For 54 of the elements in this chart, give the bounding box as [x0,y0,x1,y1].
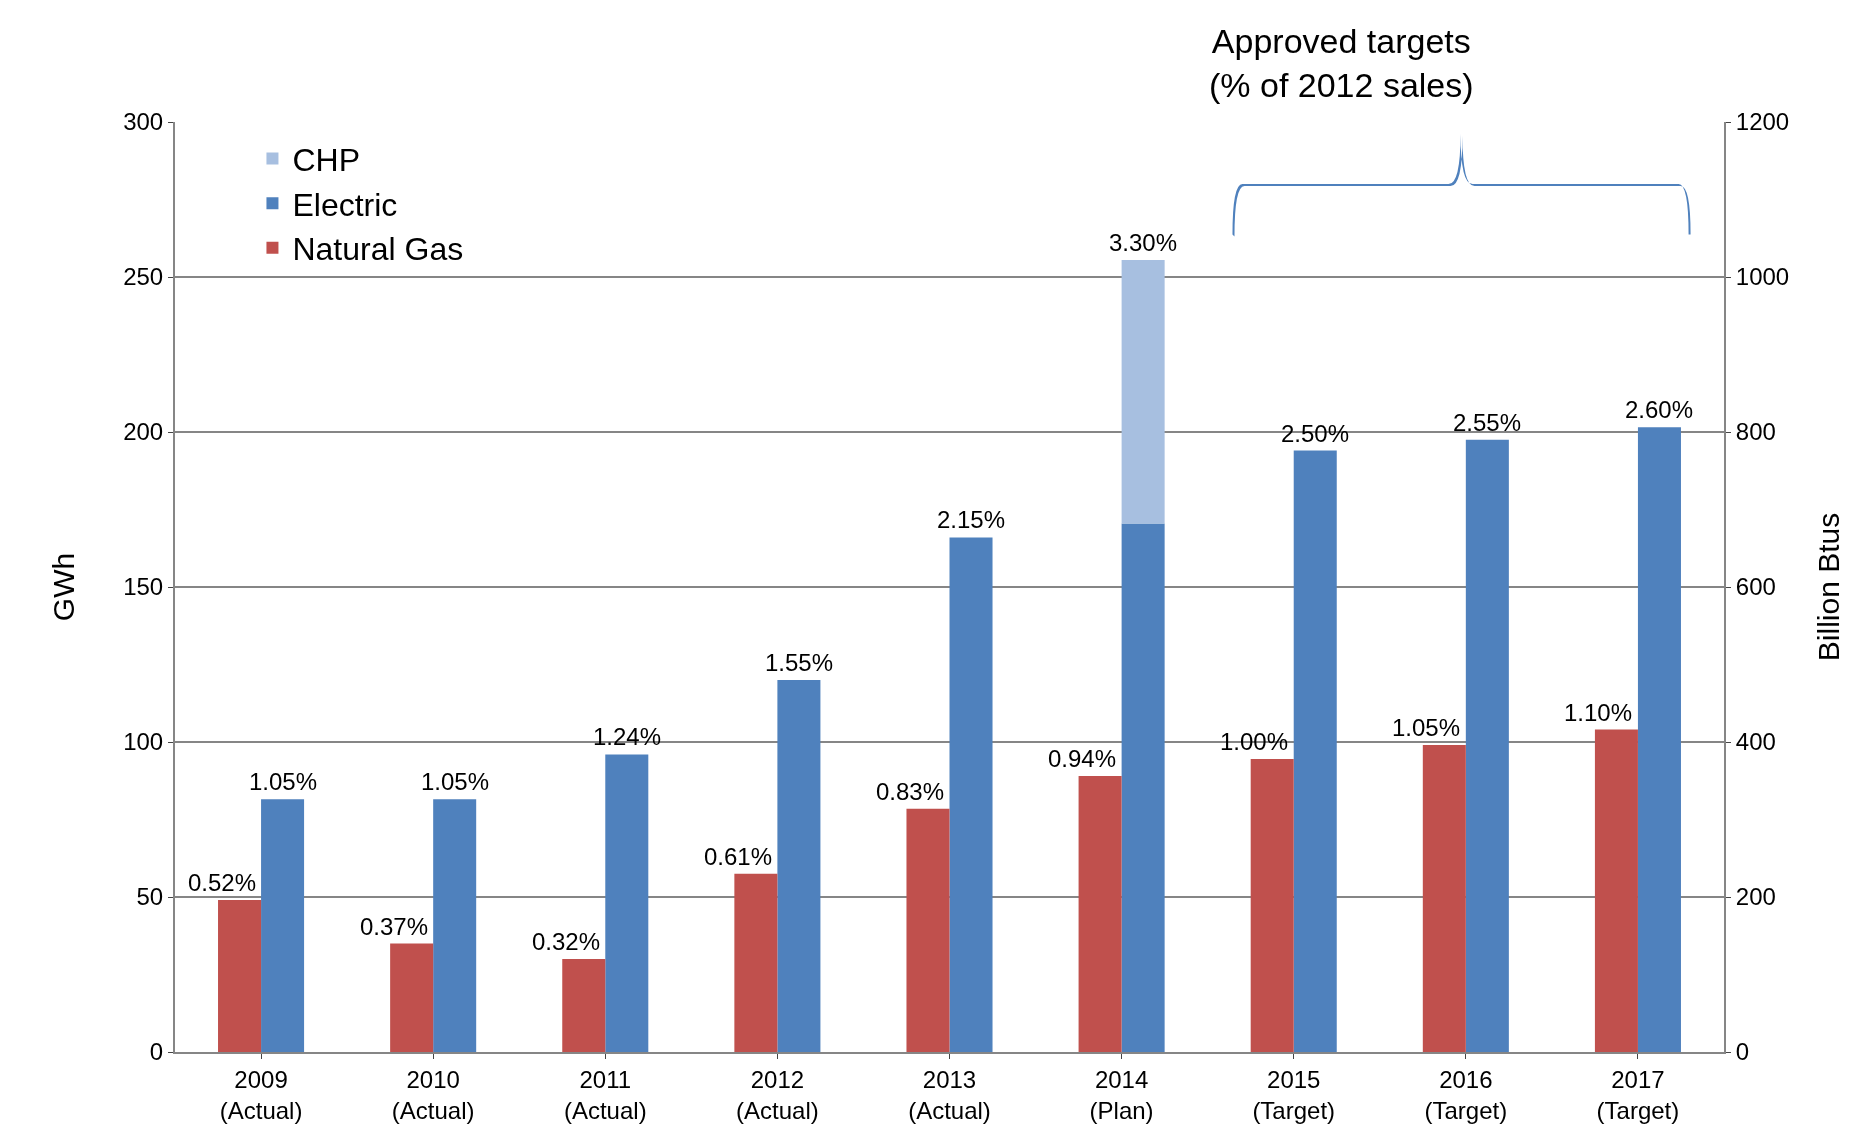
x-tick-label: 2009 (Actual) [219,1065,303,1124]
annotation: 1.10% [1564,699,1633,726]
annotation: 1.05% [249,768,318,795]
x-tick-label: 2017 (Target) [1596,1065,1680,1124]
annotation: 2.50% [1281,420,1350,447]
annotation: 0.94% [1048,745,1117,772]
y-tick-label: 50 [136,883,164,911]
y-tick-label: 150 [123,573,164,601]
y-tick-label: 300 [123,108,164,136]
annotation: 1.05% [421,768,490,795]
annotation: 1.55% [765,649,834,676]
y2-tick-label: 400 [1735,728,1776,756]
y2-axis-title: Billion Btus [1812,512,1846,662]
annotation: 0.52% [188,869,257,896]
bar [433,799,477,1052]
annotation: 2.15% [937,506,1006,533]
legend-label: Electric [292,186,398,223]
bar [1121,259,1165,524]
annotation: 1.00% [1220,728,1289,755]
annotation: 0.61% [704,843,773,870]
bar [605,754,649,1052]
annotation: 2.60% [1625,396,1694,423]
annotation: 2.55% [1453,409,1522,436]
x-tick-label: 2015 (Target) [1252,1065,1336,1124]
y2-tick-label: 600 [1735,573,1776,601]
x-tick-label: 2012 (Actual) [736,1065,819,1124]
x-tick-label: 2013 (Actual) [908,1065,991,1124]
y-tick-label: 200 [123,418,164,446]
annotation: 1.05% [1392,714,1461,741]
bar [562,959,606,1052]
x-tick-label: 2010 (Actual) [391,1065,475,1124]
y2-tick-label: 200 [1735,883,1776,911]
annotation: 1.24% [593,723,662,750]
x-tick-label: 2014 (Plan) [1089,1065,1154,1124]
y2-tick-label: 1000 [1735,263,1790,291]
legend-label: Natural Gas [292,231,464,268]
bar [949,537,993,1052]
text: Approved targets (% of 2012 sales) [1209,22,1474,105]
y2-tick-label: 1200 [1735,108,1790,136]
x-tick-label: 2016 (Target) [1424,1065,1508,1124]
y2-tick-label: 800 [1735,418,1776,446]
annotation: 0.37% [360,913,429,940]
legend-label: CHP [292,142,361,179]
y-tick-label: 250 [123,263,164,291]
annotation: 0.83% [876,778,945,805]
annotation: 3.30% [1109,229,1178,256]
y-tick-label: 100 [123,728,164,756]
y-tick-label: 0 [149,1038,164,1066]
y2-tick-label: 0 [1735,1038,1750,1066]
x-tick-label: 2011 (Actual) [563,1065,647,1124]
annotation: 0.32% [532,928,601,955]
bar [777,680,821,1052]
bar [1293,450,1337,1052]
y-axis-title: GWh [46,552,80,622]
